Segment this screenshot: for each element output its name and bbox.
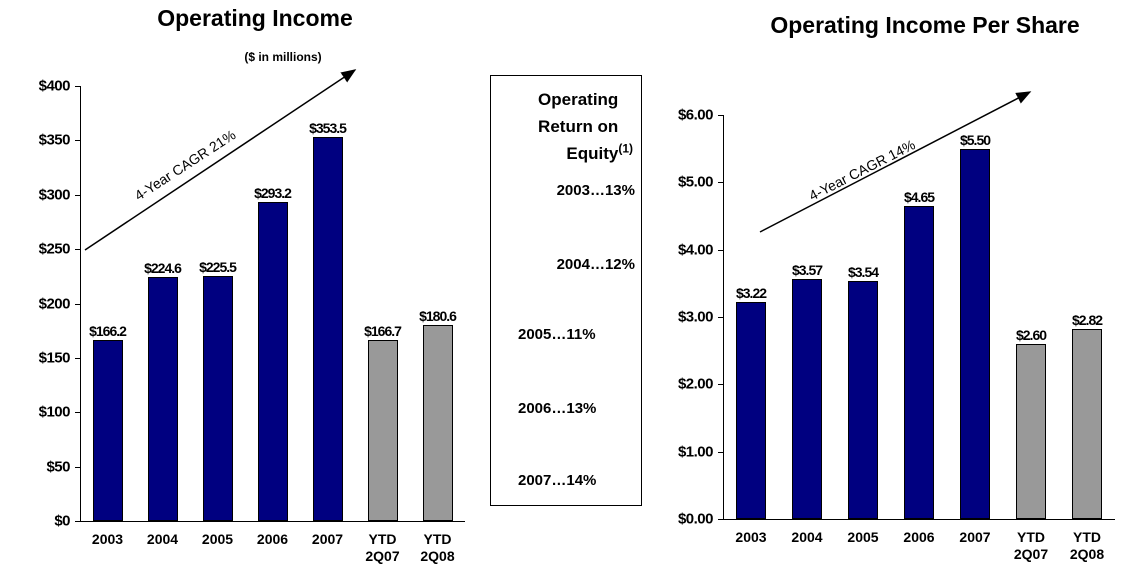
value-label: $4.65 (903, 188, 935, 205)
value-label: $5.50 (959, 131, 991, 148)
bar (904, 205, 934, 519)
y-tick-label: $0 (54, 512, 70, 530)
footnote-mark: (1) (618, 141, 633, 156)
bar (848, 280, 878, 519)
value-label: $2.82 (1071, 312, 1103, 329)
y-tick-label: $4.00 (677, 241, 714, 259)
x-tick-label: YTD 2Q07 (365, 531, 400, 564)
y-tick-label: $5.00 (677, 173, 714, 191)
y-tick-label: $0.00 (677, 510, 714, 528)
y-tick-label: $6.00 (677, 106, 714, 124)
bar (1072, 329, 1102, 519)
y-tick-mark (718, 519, 723, 520)
x-tick-label: 2004 (146, 531, 179, 547)
y-tick-mark (75, 357, 80, 359)
trend-arrow (759, 91, 1032, 233)
y-tick-mark (75, 140, 80, 142)
x-tick-label: YTD 2Q08 (420, 531, 455, 564)
bar (792, 278, 822, 519)
y-tick-mark (718, 384, 723, 386)
y-tick-mark (75, 466, 80, 468)
y-tick-mark (718, 249, 723, 251)
y-tick-label: $250 (38, 240, 71, 258)
bar (367, 339, 398, 521)
y-tick-mark (75, 86, 80, 87)
x-tick-label: YTD 2Q08 (1069, 529, 1105, 562)
bar (257, 202, 288, 521)
y-tick-mark (75, 521, 80, 522)
x-axis (723, 519, 1115, 520)
x-tick-label: YTD 2Q07 (1013, 529, 1049, 562)
y-tick-mark (75, 194, 80, 196)
x-tick-label: 2003 (735, 529, 767, 545)
y-tick-label: $200 (38, 295, 71, 312)
y-tick-label: $400 (38, 77, 71, 95)
x-axis (80, 521, 465, 522)
value-label: $180.6 (419, 307, 457, 324)
value-label: $224.6 (144, 259, 182, 276)
y-tick-mark (75, 303, 80, 305)
bar (147, 276, 178, 521)
y-tick-label: $50 (46, 458, 70, 476)
value-label: $166.2 (89, 323, 127, 340)
value-label: $3.54 (847, 263, 879, 280)
bar (422, 324, 453, 521)
x-tick-label: 2004 (791, 529, 823, 545)
y-tick-mark (718, 317, 723, 318)
roe-title-text: Operating Return on Equity (538, 90, 619, 163)
value-label: $2.60 (1015, 326, 1047, 343)
y-tick-label: $1.00 (677, 443, 714, 461)
bar (202, 275, 233, 521)
bar (312, 136, 343, 521)
trend-arrow (84, 69, 357, 251)
value-label: $3.22 (735, 285, 767, 302)
bar (92, 340, 123, 521)
x-tick-label: 2006 (903, 529, 935, 545)
x-tick-label: 2007 (311, 531, 344, 547)
y-tick-mark (718, 115, 723, 116)
roe-item: 2004…12% (556, 256, 635, 273)
roe-item: 2005…11% (518, 326, 596, 343)
x-tick-label: 2005 (201, 531, 234, 547)
chart-title: Operating Income Per Share (770, 12, 1080, 38)
y-tick-label: $3.00 (677, 308, 714, 326)
value-label: $225.5 (199, 258, 237, 275)
y-tick-label: $2.00 (677, 375, 714, 393)
roe-item: 2003…13% (556, 182, 635, 199)
y-tick-label: $150 (38, 349, 71, 367)
y-tick-label: $350 (38, 131, 71, 149)
chart-title: Operating Income (157, 5, 353, 31)
value-label: $166.7 (364, 322, 402, 339)
value-label: $353.5 (309, 119, 347, 136)
y-axis (80, 86, 81, 521)
roe-item: 2007…14% (518, 472, 597, 489)
bar (1016, 343, 1046, 519)
y-tick-mark (75, 412, 80, 414)
value-label: $3.57 (791, 261, 823, 278)
value-label: $293.2 (254, 185, 292, 202)
chart-subtitle: ($ in millions) (244, 50, 322, 64)
x-tick-label: 2006 (256, 531, 289, 547)
x-tick-label: 2007 (959, 529, 991, 545)
y-tick-mark (718, 451, 723, 453)
y-tick-mark (718, 182, 723, 184)
roe-title: Operating Return on Equity(1) (498, 86, 633, 167)
y-tick-label: $300 (38, 186, 71, 204)
bar (960, 148, 990, 519)
y-tick-label: $100 (38, 403, 71, 421)
roe-item: 2006…13% (518, 400, 597, 417)
roe-box: Operating Return on Equity(1) 2003…13% 2… (490, 75, 642, 506)
y-axis (723, 115, 724, 519)
bar (736, 302, 766, 519)
x-tick-label: 2005 (847, 529, 879, 545)
y-tick-mark (75, 249, 80, 251)
x-tick-label: 2003 (91, 531, 124, 547)
